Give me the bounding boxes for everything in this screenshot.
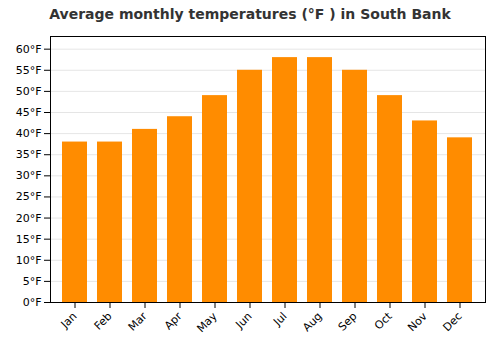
svg-text:Jun: Jun [233,310,255,332]
svg-text:35°F: 35°F [16,148,42,161]
svg-text:Apr: Apr [162,309,185,332]
svg-text:25°F: 25°F [16,190,42,203]
svg-text:40°F: 40°F [16,127,42,140]
svg-text:45°F: 45°F [16,106,42,119]
svg-text:30°F: 30°F [16,169,42,182]
svg-text:Oct: Oct [372,309,395,332]
html-text:Average monthly temperatures (: Average monthly temperatures (°F ) in So… [49,6,451,22]
svg-text:Nov: Nov [405,309,430,334]
svg-text:Feb: Feb [92,310,115,333]
svg-text:20°F: 20°F [16,212,42,225]
svg-text:Jul: Jul [270,310,289,329]
svg-text:5°F: 5°F [23,275,42,288]
svg-text:Dec: Dec [440,310,464,334]
svg-text:Jan: Jan [58,310,80,332]
svg-text:Aug: Aug [300,310,324,334]
svg-text:15°F: 15°F [16,233,42,246]
svg-text:Mar: Mar [126,309,150,333]
svg-text:60°F: 60°F [16,43,42,56]
svg-text:May: May [194,309,220,335]
svg-text:50°F: 50°F [16,85,42,98]
svg-text:0°F: 0°F [23,296,42,309]
svg-text:55°F: 55°F [16,64,42,77]
svg-text:Sep: Sep [336,310,360,334]
svg-text:10°F: 10°F [16,254,42,267]
